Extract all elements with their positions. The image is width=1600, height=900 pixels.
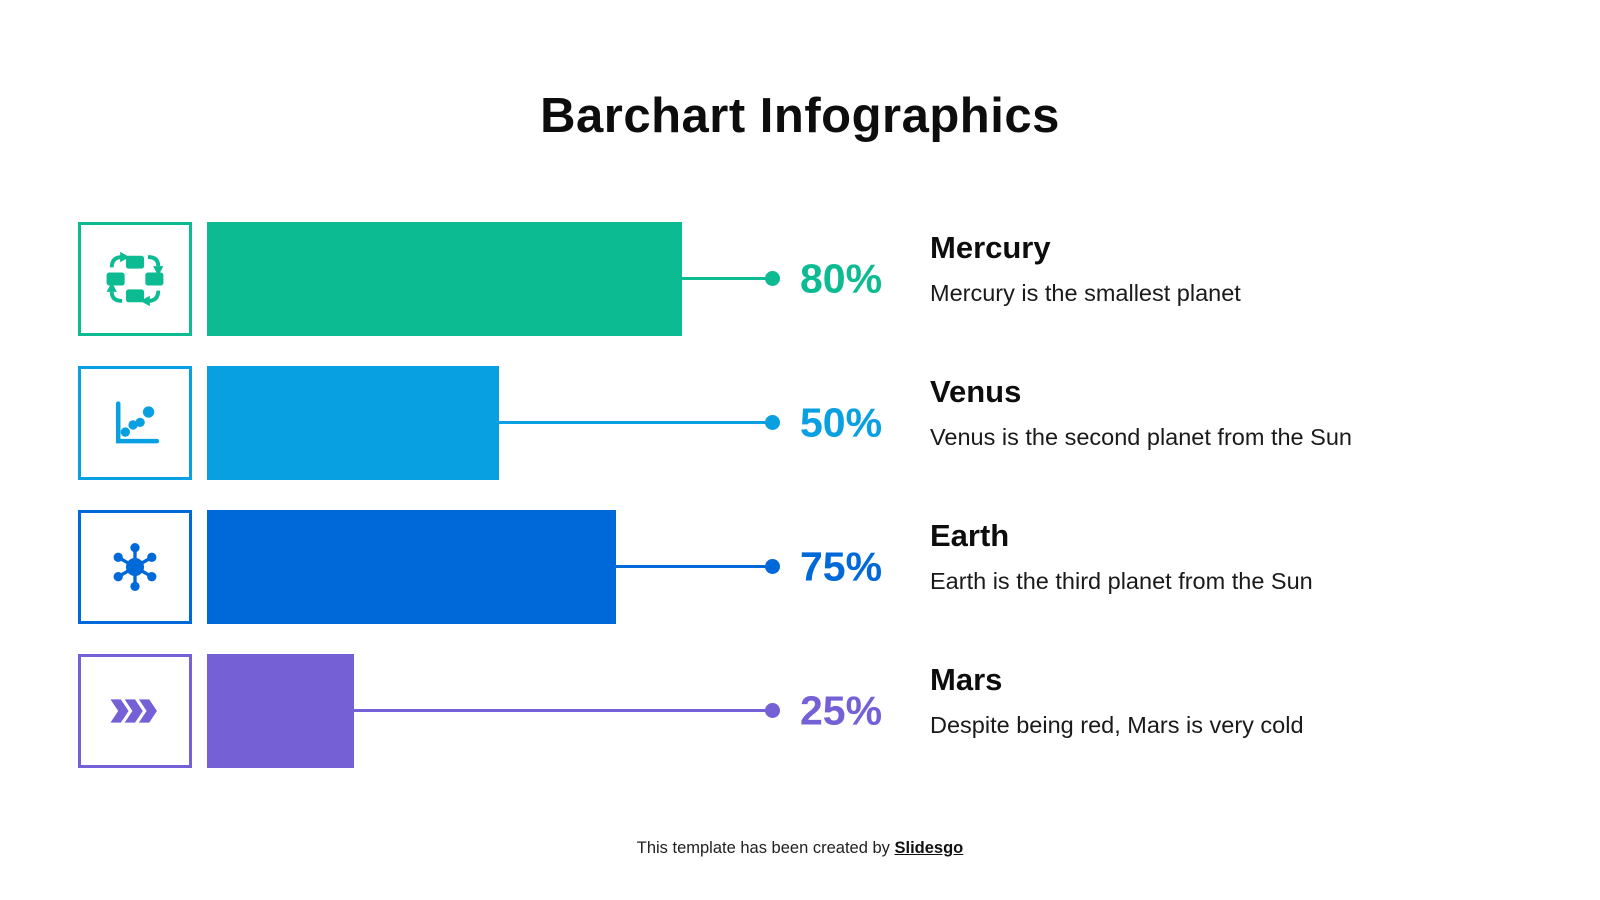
planet-description: Earth is the third planet from the Sun xyxy=(930,568,1313,594)
slidesgo-link[interactable]: Slidesgo xyxy=(894,839,964,857)
planet-description: Mercury is the smallest planet xyxy=(930,280,1241,306)
connector-dot xyxy=(765,703,780,718)
hub-network-icon xyxy=(78,510,192,624)
planet-name: Venus xyxy=(930,374,1022,409)
attribution-text: This template has been created by xyxy=(636,839,895,857)
value-label: 50% xyxy=(800,399,883,446)
chart-row-venus: 50% Venus Venus is the second planet fro… xyxy=(0,366,1600,480)
value-label: 25% xyxy=(800,687,883,734)
triple-chevron-icon xyxy=(78,654,192,768)
attribution-footer: This template has been created by Slides… xyxy=(0,839,1600,858)
value-label: 75% xyxy=(800,543,883,590)
connector-dot xyxy=(765,559,780,574)
planet-name: Mercury xyxy=(930,230,1051,265)
planet-description: Despite being red, Mars is very cold xyxy=(930,712,1304,738)
bar-earth xyxy=(207,510,616,624)
chart-row-earth: 75% Earth Earth is the third planet from… xyxy=(0,510,1600,624)
chart-row-mars: 25% Mars Despite being red, Mars is very… xyxy=(0,654,1600,768)
connector-line xyxy=(616,565,772,568)
page-title: Barchart Infographics xyxy=(540,89,1060,143)
scatter-chart-icon xyxy=(78,366,192,480)
planet-description: Venus is the second planet from the Sun xyxy=(930,424,1352,450)
planet-name: Earth xyxy=(930,518,1010,553)
connector-line xyxy=(499,421,772,424)
bar-mars xyxy=(207,654,354,768)
value-label: 80% xyxy=(800,255,883,302)
bar-venus xyxy=(207,366,499,480)
connector-dot xyxy=(765,415,780,430)
process-cycle-icon xyxy=(78,222,192,336)
bar-mercury xyxy=(207,222,682,336)
connector-line xyxy=(354,709,772,712)
connector-dot xyxy=(765,271,780,286)
planet-name: Mars xyxy=(930,662,1003,697)
connector-line xyxy=(682,277,772,280)
chart-row-mercury: 80% Mercury Mercury is the smallest plan… xyxy=(0,222,1600,336)
